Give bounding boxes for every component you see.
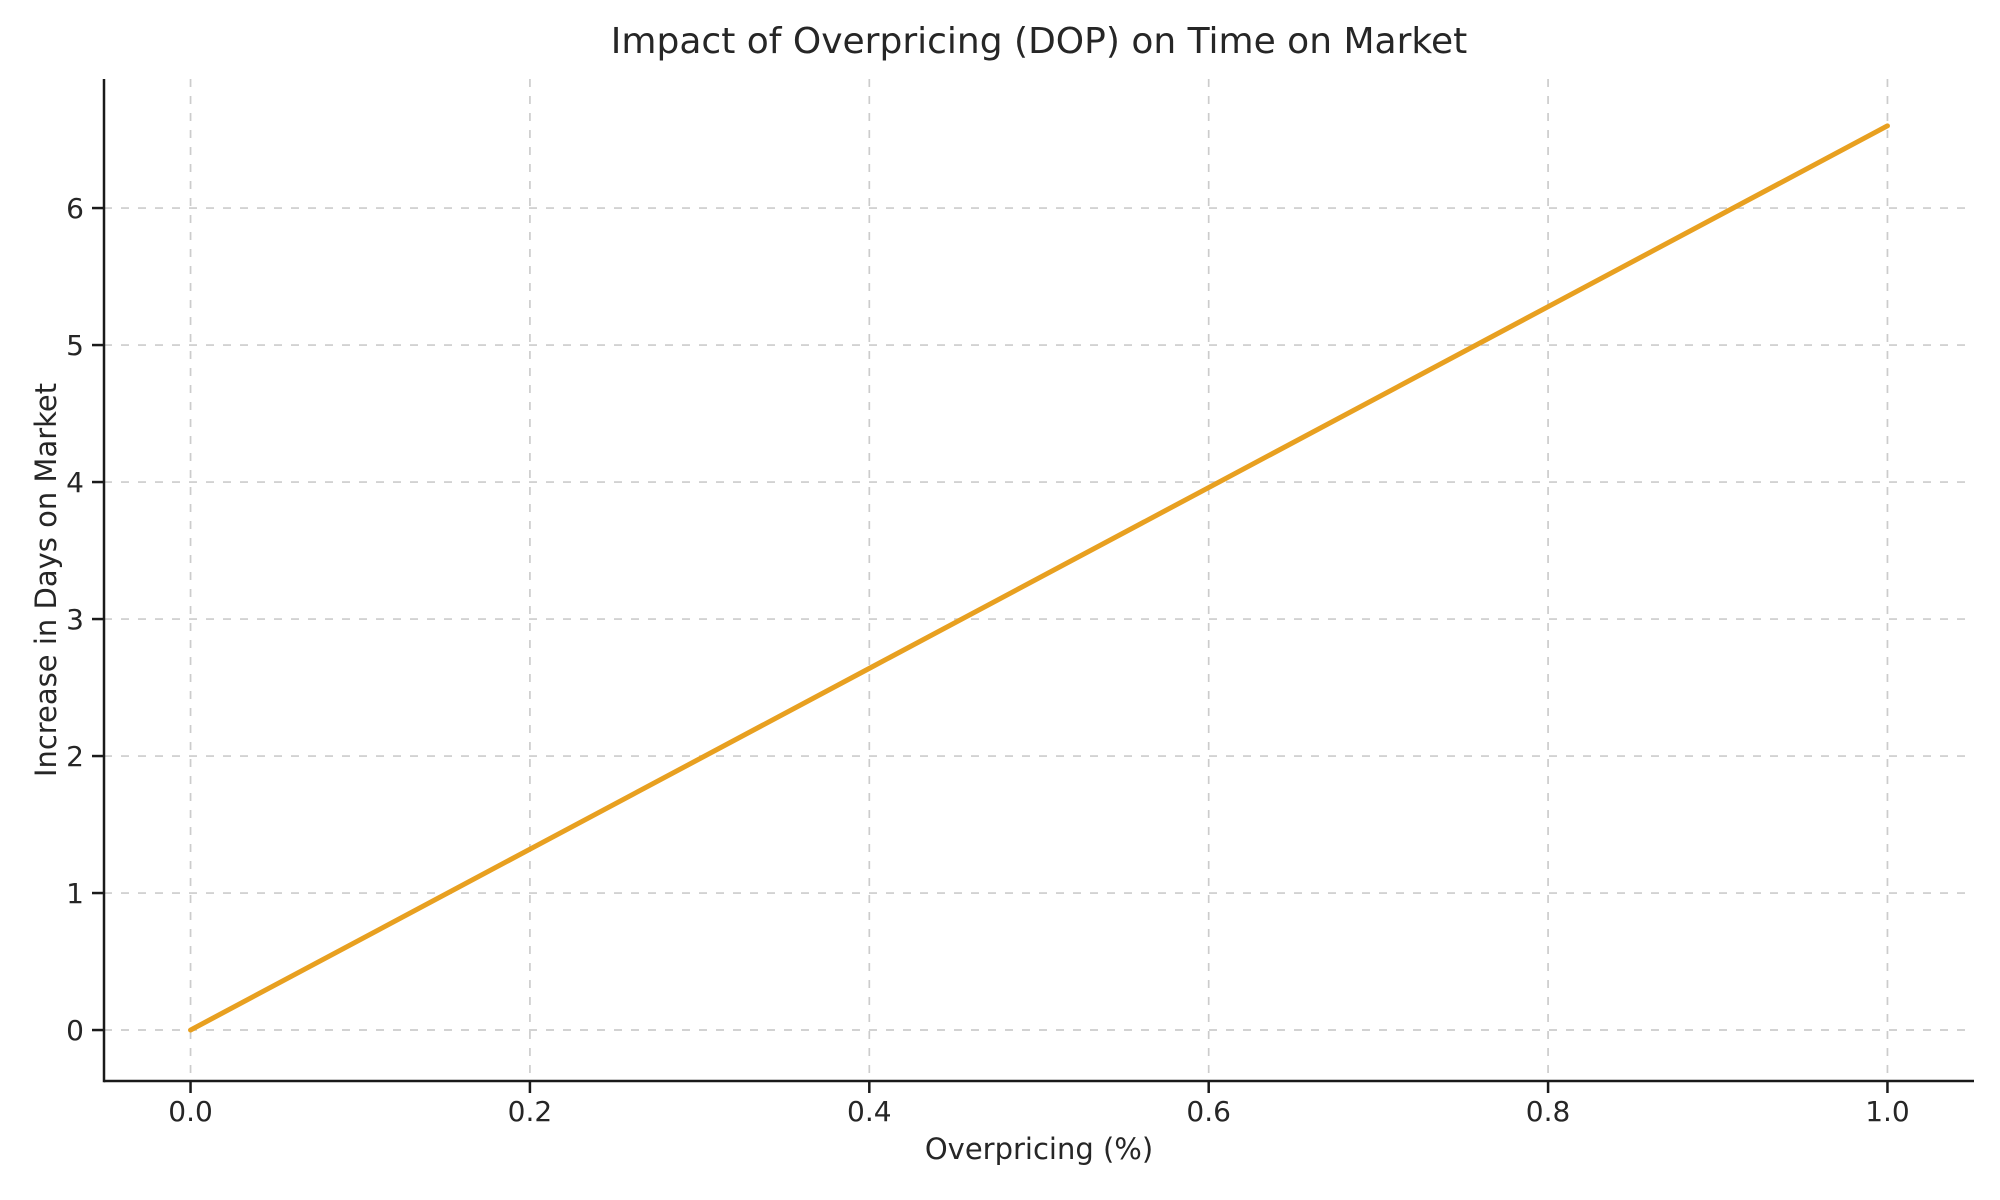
x-tick-label: 0.2 [508, 1095, 553, 1128]
y-tick-label: 1 [66, 877, 84, 910]
y-tick-label: 2 [66, 740, 84, 773]
y-tick-label: 5 [66, 329, 84, 362]
series-line [188, 123, 1890, 1033]
y-tick-label: 0 [66, 1014, 84, 1047]
y-tick-label: 6 [66, 192, 84, 225]
x-tick-label: 1.0 [1865, 1095, 1910, 1128]
x-axis-label: Overpricing (%) [924, 1132, 1154, 1166]
x-tick-label: 0.4 [847, 1095, 892, 1128]
y-tick-label: 3 [66, 603, 84, 636]
x-tick-label: 0.6 [1186, 1095, 1231, 1128]
chart-title: Impact of Overpricing (DOP) on Time on M… [610, 21, 1468, 62]
x-tick-label: 0.8 [1526, 1095, 1571, 1128]
x-tick-label: 0.0 [168, 1095, 213, 1128]
y-tick-label: 4 [66, 466, 84, 499]
